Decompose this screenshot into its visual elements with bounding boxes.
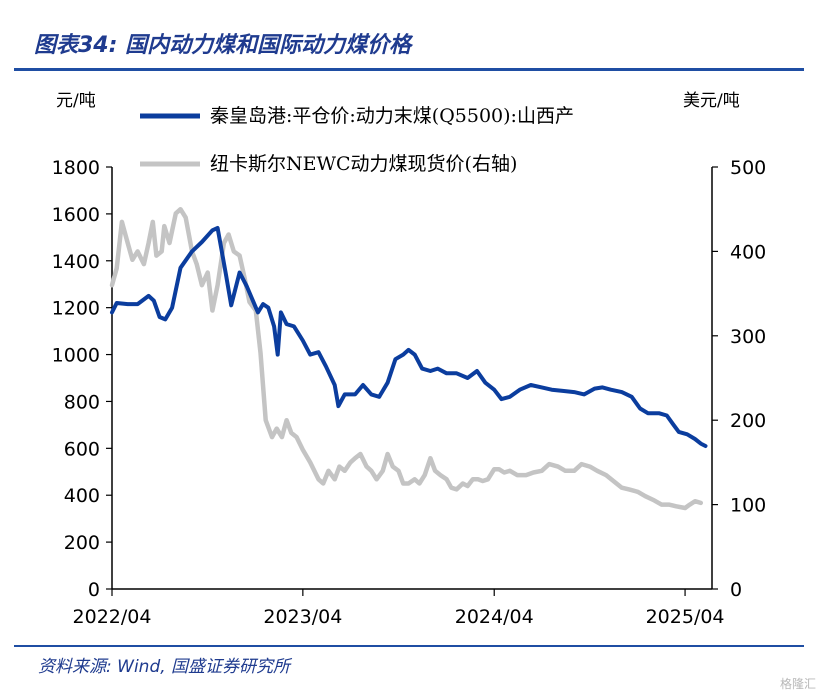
y-left-tick-label: 1800 [52, 157, 100, 179]
watermark-logo: 格隆汇 [779, 677, 816, 691]
chart-legend: 秦皇岛港:平仓价:动力末煤(Q5500):山西产纽卡斯尔NEWC动力煤现货价(右… [140, 105, 574, 175]
y-right-tick-label: 100 [730, 495, 766, 517]
x-tick-label: 2024/04 [455, 606, 534, 628]
y-right-tick-label: 300 [730, 326, 766, 348]
left-unit-label: 元/吨 [56, 91, 96, 111]
x-tick-label: 2025/04 [646, 606, 725, 628]
source-rule [14, 645, 804, 647]
series-line-newcastle [109, 206, 704, 511]
y-right-tick-label: 500 [730, 157, 766, 179]
y-left-tick-label: 400 [64, 485, 100, 507]
y-right-tick-label: 200 [730, 410, 766, 432]
legend-label-newcastle: 纽卡斯尔NEWC动力煤现货价(右轴) [210, 153, 517, 175]
y-right-tick-label: 0 [730, 579, 742, 601]
source-note: 资料来源: Wind, 国盛证券研究所 [38, 657, 291, 677]
y-left-tick-label: 200 [64, 532, 100, 554]
y-left-tick-label: 600 [64, 438, 100, 460]
y-left-tick-label: 1400 [52, 251, 100, 273]
title-rule [14, 68, 804, 71]
chart-lines [109, 206, 708, 511]
figure-title: 图表34: 国内动力煤和国际动力煤价格 [34, 33, 412, 58]
y-left-tick-label: 1600 [52, 204, 100, 226]
y-right-tick-label: 400 [730, 241, 766, 263]
chart-axes: 0 200 400 600 800 1000 1200 1400 1600 1800 0 100 200… [52, 91, 767, 628]
y-left-tick-label: 1200 [52, 298, 100, 320]
y-left-tick-label: 800 [64, 391, 100, 413]
y-left-tick-label: 1000 [52, 345, 100, 367]
x-tick-label: 2023/04 [263, 606, 342, 628]
legend-label-qinhuangdao: 秦皇岛港:平仓价:动力末煤(Q5500):山西产 [210, 105, 574, 127]
series-line-qinhuangdao [110, 226, 708, 448]
y-left-tick-label: 0 [88, 579, 100, 601]
x-tick-label: 2022/04 [73, 606, 152, 628]
right-unit-label: 美元/吨 [683, 91, 740, 111]
